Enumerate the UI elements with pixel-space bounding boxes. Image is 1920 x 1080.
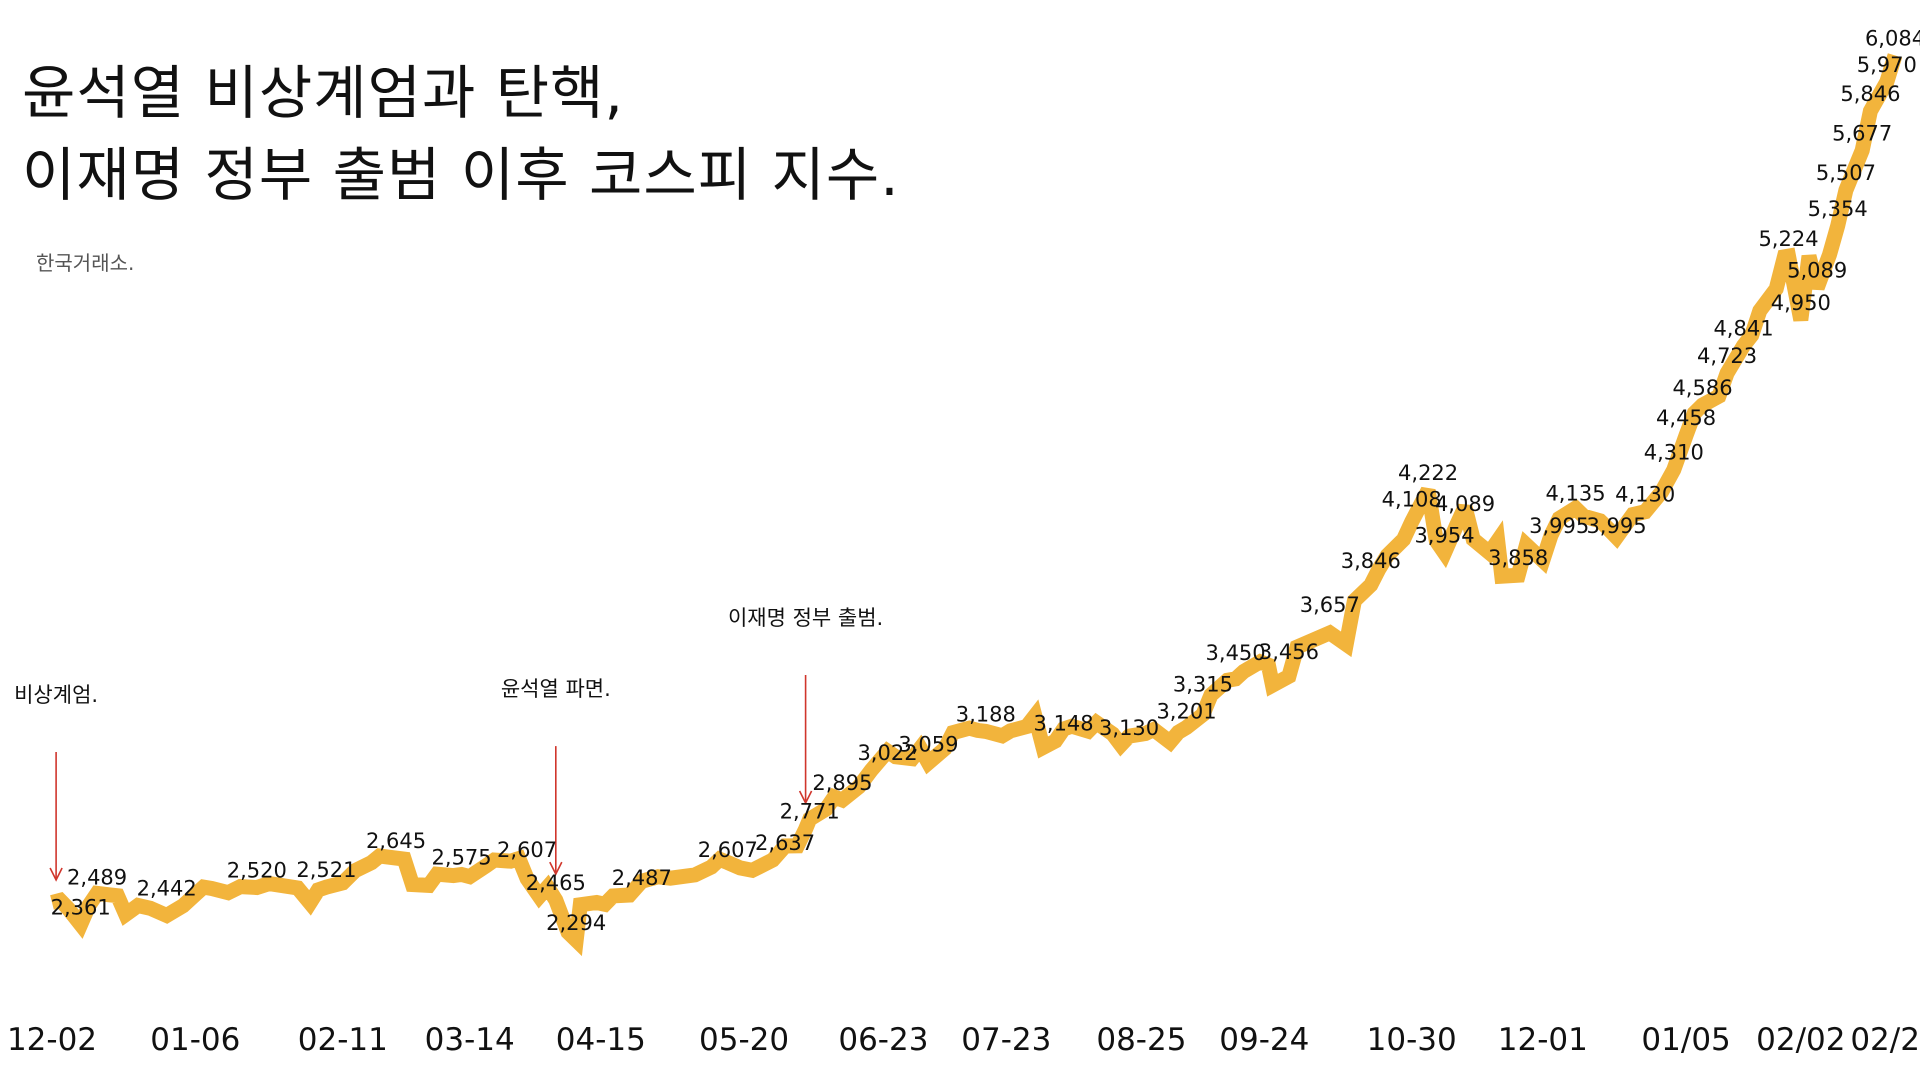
chart-title-line-1: 윤석열 비상계엄과 탄핵, xyxy=(22,59,624,127)
data-label: 3,188 xyxy=(956,702,1016,726)
data-label: 3,657 xyxy=(1300,593,1360,617)
x-tick-label: 08-25 xyxy=(1096,1022,1186,1058)
x-tick-label: 01-06 xyxy=(150,1022,240,1058)
data-label: 4,841 xyxy=(1713,317,1773,341)
data-label: 2,637 xyxy=(755,831,815,855)
x-tick-label: 09-24 xyxy=(1219,1022,1309,1058)
data-label: 5,970 xyxy=(1857,53,1917,77)
data-label: 4,586 xyxy=(1672,376,1732,400)
series-line-group xyxy=(50,53,1903,957)
x-tick-label: 02-11 xyxy=(298,1022,388,1058)
data-label: 5,224 xyxy=(1758,227,1818,251)
data-label: 2,294 xyxy=(546,911,606,935)
data-label: 3,130 xyxy=(1099,716,1159,740)
data-label: 5,677 xyxy=(1832,121,1892,145)
data-label: 3,846 xyxy=(1341,549,1401,573)
data-label: 5,507 xyxy=(1816,161,1876,185)
data-label: 3,201 xyxy=(1156,699,1216,723)
data-label: 2,521 xyxy=(296,858,356,882)
data-label: 6,084 xyxy=(1865,26,1920,50)
data-label: 2,489 xyxy=(67,866,127,890)
data-label: 4,950 xyxy=(1771,291,1831,315)
data-label: 2,575 xyxy=(432,846,492,870)
data-label: 3,995 xyxy=(1529,514,1589,538)
data-label: 2,442 xyxy=(137,877,197,901)
data-label: 2,520 xyxy=(227,858,287,882)
data-label: 2,465 xyxy=(526,871,586,895)
data-label: 2,607 xyxy=(497,838,557,862)
annotation-text: 비상계엄. xyxy=(14,683,98,707)
data-label: 3,456 xyxy=(1259,640,1319,664)
annotation-text: 이재명 정부 출범. xyxy=(728,606,883,630)
data-label: 2,361 xyxy=(51,895,111,919)
x-axis: 12-02 01-06 02-11 03-14 04-15 05-20 06-23 07-23… xyxy=(7,1022,1920,1058)
data-label: 4,222 xyxy=(1398,461,1458,485)
data-label: 4,135 xyxy=(1545,481,1605,505)
annotation-arrow-head xyxy=(49,867,63,882)
data-label: 2,771 xyxy=(780,800,840,824)
data-label: 2,895 xyxy=(812,771,872,795)
data-label: 5,354 xyxy=(1808,197,1868,221)
data-label: 4,130 xyxy=(1615,483,1675,507)
data-label: 4,723 xyxy=(1697,344,1757,368)
x-tick-label: 05-20 xyxy=(699,1022,789,1058)
x-tick-label: 03-14 xyxy=(425,1022,515,1058)
x-tick-label: 06-23 xyxy=(838,1022,928,1058)
x-tick-label: 02/02 xyxy=(1756,1022,1845,1058)
data-label: 5,089 xyxy=(1787,259,1847,283)
data-label: 3,148 xyxy=(1034,712,1094,736)
chart-source: 한국거래소. xyxy=(36,251,135,275)
data-label: 3,059 xyxy=(898,733,958,757)
x-tick-label: 07-23 xyxy=(961,1022,1051,1058)
data-label: 4,458 xyxy=(1656,406,1716,430)
data-label: 4,089 xyxy=(1435,492,1495,516)
series-line-0 xyxy=(50,53,1903,957)
annotation-arrow-head xyxy=(549,861,563,876)
x-tick-label: 12-01 xyxy=(1498,1022,1588,1058)
x-tick-label: 01/05 xyxy=(1641,1022,1730,1058)
data-label: 3,858 xyxy=(1488,546,1548,570)
data-label: 4,108 xyxy=(1382,488,1442,512)
data-label: 2,607 xyxy=(698,838,758,862)
data-label: 2,487 xyxy=(612,866,672,890)
data-label: 3,450 xyxy=(1206,641,1266,665)
data-label: 4,310 xyxy=(1644,441,1704,465)
data-label: 3,954 xyxy=(1414,524,1474,548)
data-label: 5,846 xyxy=(1840,82,1900,106)
data-label: 3,022 xyxy=(857,741,917,765)
x-tick-label: 02/25 xyxy=(1850,1022,1920,1058)
annotation-text: 윤석열 파면. xyxy=(501,677,611,701)
annotations-group: 비상계엄. 윤석열 파면. 이재명 정부 출범. xyxy=(14,606,883,882)
data-label: 3,995 xyxy=(1586,514,1646,538)
x-tick-label: 04-15 xyxy=(556,1022,646,1058)
chart-title: 윤석열 비상계엄과 탄핵, 이재명 정부 출범 이후 코스피 지수. xyxy=(22,52,1222,217)
annotation-arrow-head xyxy=(798,790,813,805)
data-label: 2,645 xyxy=(366,829,426,853)
data-label: 3,315 xyxy=(1173,673,1233,697)
chart-title-line-2: 이재명 정부 출범 이후 코스피 지수. xyxy=(22,141,900,210)
x-tick-label: 12-02 xyxy=(7,1022,97,1058)
x-tick-label: 10-30 xyxy=(1367,1022,1457,1058)
